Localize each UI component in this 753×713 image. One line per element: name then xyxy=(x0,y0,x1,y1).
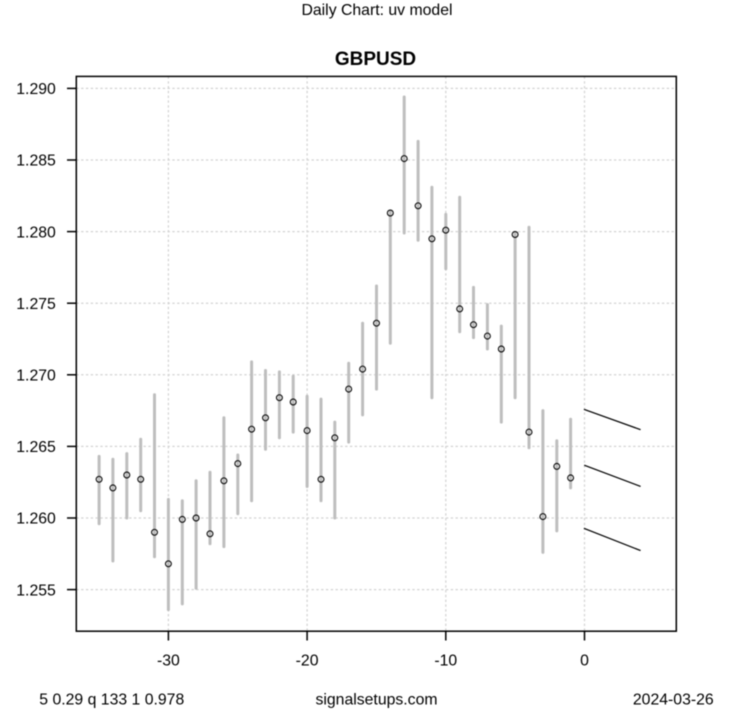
svg-text:1.280: 1.280 xyxy=(16,224,56,241)
svg-text:1.260: 1.260 xyxy=(16,511,56,528)
svg-text:GBPUSD: GBPUSD xyxy=(335,49,416,70)
svg-text:0: 0 xyxy=(580,653,589,670)
svg-text:-10: -10 xyxy=(434,653,457,670)
svg-text:1.270: 1.270 xyxy=(16,368,56,385)
svg-text:1.265: 1.265 xyxy=(16,439,56,456)
svg-text:1.275: 1.275 xyxy=(16,296,56,313)
svg-text:2024-03-26: 2024-03-26 xyxy=(633,691,714,708)
svg-text:5 0.29 q 133 1 0.978: 5 0.29 q 133 1 0.978 xyxy=(39,691,184,708)
svg-text:-30: -30 xyxy=(157,653,180,670)
svg-text:1.255: 1.255 xyxy=(16,582,56,599)
svg-text:1.290: 1.290 xyxy=(16,81,56,98)
svg-text:1.285: 1.285 xyxy=(16,153,56,170)
svg-text:Daily Chart: uv model: Daily Chart: uv model xyxy=(301,2,452,19)
svg-text:-20: -20 xyxy=(296,653,319,670)
svg-text:signalsetups.com: signalsetups.com xyxy=(315,691,437,708)
